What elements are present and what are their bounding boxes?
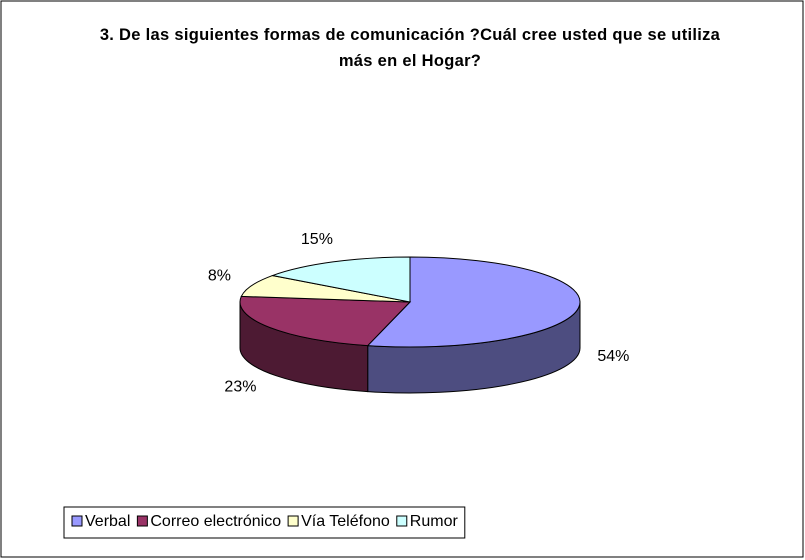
- legend-swatch: [136, 515, 148, 527]
- data-label: 54%: [597, 348, 629, 365]
- slice: [270, 256, 411, 303]
- slice: [366, 256, 581, 348]
- chart-title: 3. De las siguientes formas de comunicac…: [99, 26, 721, 70]
- legend-label: Verbal: [85, 513, 130, 530]
- legend-items: Verbal Correo electrónico Vía Teléfono Rumo…: [71, 513, 459, 530]
- data-label: 23%: [224, 379, 256, 396]
- data-label: 15%: [301, 231, 333, 248]
- slice: [239, 295, 412, 347]
- legend-swatch: [287, 515, 299, 527]
- data-label: 8%: [208, 267, 231, 284]
- pie: 54% 23% 8% 15%: [208, 231, 630, 396]
- legend-swatch: [71, 515, 83, 527]
- legend-label: Rumor: [410, 513, 459, 530]
- legend-label: Vía Teléfono: [301, 513, 390, 530]
- legend-swatch: [396, 515, 408, 527]
- legend-label: Correo electrónico: [150, 513, 281, 530]
